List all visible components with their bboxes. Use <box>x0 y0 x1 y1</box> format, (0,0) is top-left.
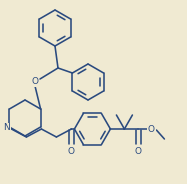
Text: O: O <box>68 148 75 157</box>
Text: O: O <box>135 148 142 157</box>
Text: O: O <box>31 77 39 86</box>
Text: N: N <box>3 123 10 132</box>
Text: O: O <box>148 125 155 134</box>
